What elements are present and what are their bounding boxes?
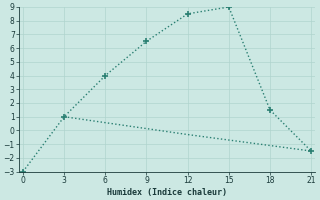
- X-axis label: Humidex (Indice chaleur): Humidex (Indice chaleur): [107, 188, 227, 197]
